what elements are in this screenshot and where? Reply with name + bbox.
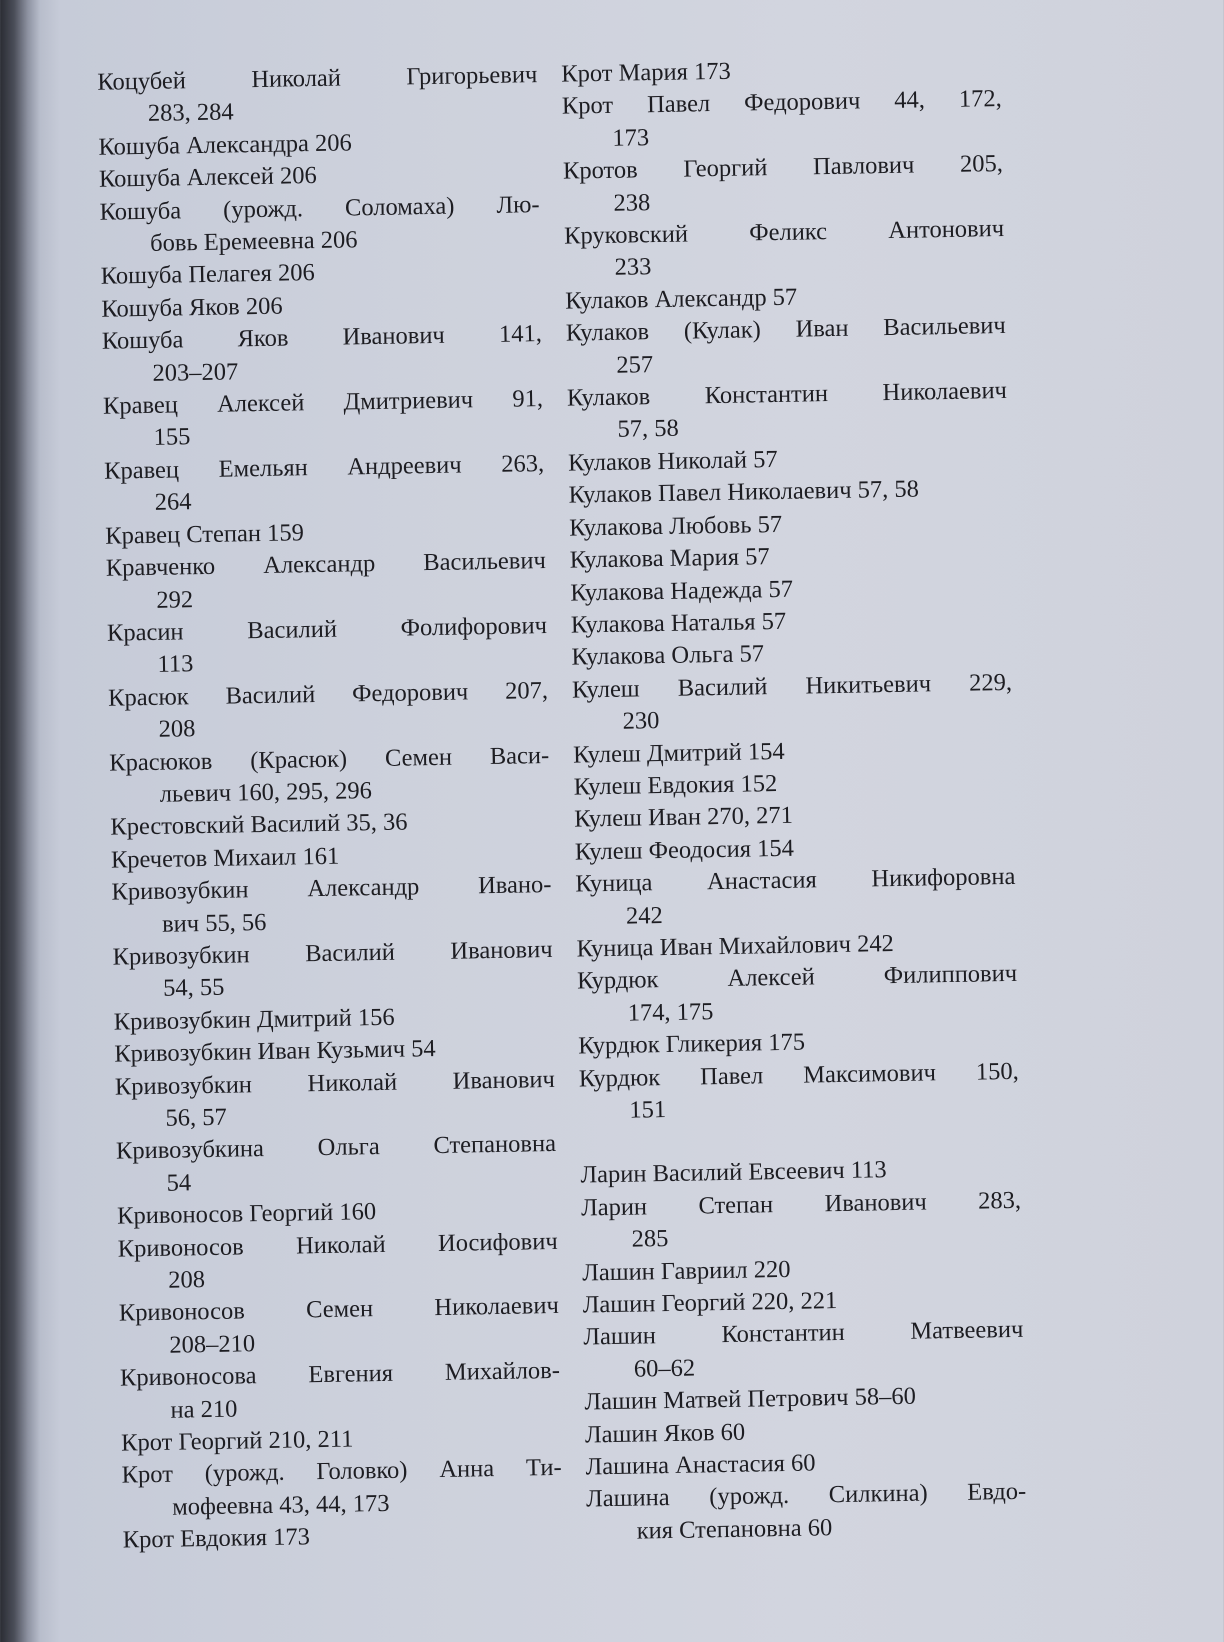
index-entry: Кривозубкин Николай Иванович 56, 57	[115, 1064, 556, 1136]
index-entry: Лашина (урожд. Силкина) Евдо-кия Степано…	[586, 1476, 1027, 1548]
index-entry: Кулаков (Кулак) Иван Васильевич 257	[566, 310, 1007, 382]
index-entry: Лашин Константин Матвеевич 60–62	[583, 1314, 1024, 1386]
index-entry: Кулеш Василий Никитьевич 229, 230	[572, 667, 1013, 739]
index-entry: Кошуба (урожд. Соломаха) Лю-бовь Еремеев…	[99, 189, 540, 261]
index-entry: Кулаков Константин Николаевич 57, 58	[567, 375, 1008, 447]
index-entry: Кривоносов Семен Николаевич 208–210	[119, 1290, 560, 1362]
index-column-right: Крот Мария 173 Крот Павел Федорович 44, 1…	[561, 51, 1027, 1549]
index-entry: Куница Анастасия Никифоровна 242	[575, 861, 1016, 933]
index-entry: Кривозубкин Александр Ивано-вич 55, 56	[111, 869, 552, 941]
index-entry: Круковский Феликс Антонович 233	[564, 213, 1005, 285]
index-entry: Крот Евдокия 173	[123, 1517, 563, 1557]
index-entry: Кротов Георгий Павлович 205, 238	[563, 148, 1004, 220]
index-entry: Кошуба Яков Иванович 141, 203–207	[102, 318, 543, 390]
index-entry: Кривозубкин Василий Иванович 54, 55	[112, 934, 553, 1006]
index-entry: Кравец Емельян Андреевич 263, 264	[104, 448, 545, 520]
index-entry: Кривоносов Николай Иосифович 208	[117, 1226, 558, 1298]
index-entry-continuation: кия Степановна 60	[636, 1514, 833, 1545]
index-entry: Красюков (Красюк) Семен Васи-льевич 160,…	[109, 740, 550, 812]
index-entry: Ларин Степан Иванович 283, 285	[581, 1185, 1022, 1257]
index-entry: Кравец Алексей Дмитриевич 91, 155	[103, 383, 544, 455]
index-entry: Красюк Василий Федорович 207, 208	[108, 675, 549, 747]
index-entry-heading: Крот Евдокия 173	[122, 1523, 311, 1554]
index-entry: Крот Павел Федорович 44, 172, 173	[562, 83, 1003, 155]
index-entry: Красин Василий Фолифорович 113	[107, 610, 548, 682]
index-entry: Курдюк Павел Максимович 150, 151	[579, 1055, 1020, 1127]
index-entry: Кривозубкина Ольга Степановна 54	[116, 1128, 557, 1200]
index-entry: Крот (урожд. Головко) Анна Ти-мофеевна 4…	[121, 1452, 562, 1524]
index-entry: Кравченко Александр Васильевич 292	[106, 545, 547, 617]
index-column-left: Коцубей Николай Григорьевич 283, 284 Кошуб…	[97, 59, 563, 1557]
index-entry: Курдюк Алексей Филиппович 174, 175	[577, 958, 1018, 1030]
index-entry-continuation: 151	[629, 1096, 667, 1124]
index-entry: Коцубей Николай Григорьевич 283, 284	[97, 59, 538, 131]
index-entry: Кривоносова Евгения Михайлов-на 210	[120, 1355, 561, 1427]
